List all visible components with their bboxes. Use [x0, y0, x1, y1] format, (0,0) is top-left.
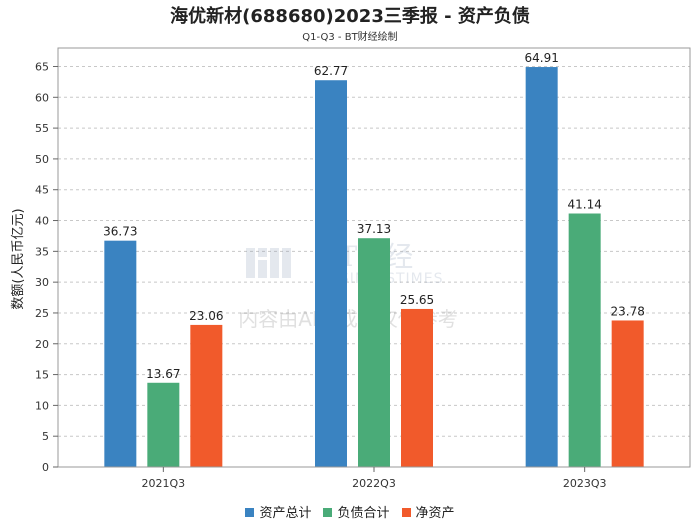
bar-2-0 [190, 324, 223, 467]
bar-0-0 [104, 240, 137, 467]
legend-item-0: 资产总计 [245, 502, 311, 521]
y-tick-label-3: 15 [35, 369, 49, 382]
bar-value-label-1-0: 13.67 [146, 367, 180, 381]
y-tick-label-7: 35 [35, 245, 49, 258]
x-tick-label-1: 2022Q3 [352, 477, 396, 490]
y-tick-label-11: 55 [35, 122, 49, 135]
bar-value-label-0-0: 36.73 [103, 225, 137, 239]
y-tick-label-6: 30 [35, 276, 49, 289]
bar-2-1 [401, 308, 433, 467]
axes: 0 5 10 15 20 25 30 35 40 45 50 55 60 65 2021Q3 2022Q3 20… [35, 47, 691, 490]
legend-label-2: 净资产 [415, 506, 455, 521]
legend-label-0: 资产总计 [259, 506, 312, 521]
legend-swatch-0 [245, 508, 255, 517]
bar-value-label-2-1: 25.65 [400, 293, 434, 307]
y-tick-label-5: 25 [35, 307, 49, 320]
y-tick-label-0: 0 [42, 461, 49, 474]
y-axis-label: 数额(人民币亿元) [11, 208, 26, 309]
y-tick-label-13: 65 [35, 60, 49, 73]
bar-value-label-2-0: 23.06 [189, 309, 223, 323]
y-tick-label-4: 20 [35, 338, 49, 351]
x-tick-label-0: 2021Q3 [142, 477, 186, 490]
y-tick-label-10: 50 [35, 153, 49, 166]
bar-0-2 [525, 67, 558, 467]
legend-swatch-2 [401, 508, 411, 517]
y-tick-label-8: 40 [35, 215, 49, 228]
watermark-logo-icon [246, 248, 291, 278]
bar-0-1 [315, 80, 347, 468]
chart-title: 海优新材(688680)2023三季报 - 资产负债 [170, 6, 530, 27]
bar-value-label-0-1: 62.77 [314, 64, 348, 78]
bar-1-0 [147, 382, 180, 467]
y-tick-label-12: 60 [35, 91, 49, 104]
legend-swatch-1 [323, 508, 333, 517]
bar-2-2 [611, 320, 644, 467]
x-tick-label-2: 2023Q3 [563, 477, 607, 490]
legend-item-2: 净资产 [401, 502, 455, 521]
y-tick-label-2: 10 [35, 399, 49, 412]
legend: 资产总计 负债合计 净资产 [0, 502, 700, 521]
legend-label-1: 负债合计 [337, 506, 390, 521]
bar-1-1 [358, 238, 390, 467]
chart-canvas: BT财经 BUSINESSTIMES 内容由AI生成，仅供参考 36.7313.… [11, 47, 691, 490]
legend-item-1: 负债合计 [323, 502, 390, 521]
bar-value-label-1-2: 41.14 [567, 198, 601, 212]
bar-value-label-2-2: 23.78 [610, 304, 644, 318]
bar-value-label-0-2: 64.91 [524, 51, 558, 65]
bars: 36.73 13.67 23.06 62.77 37.13 25.65 64.91 41.14… [103, 51, 645, 468]
y-tick-label-1: 5 [42, 430, 49, 443]
bar-value-label-1-1: 37.13 [357, 222, 391, 236]
y-tick-label-9: 45 [35, 184, 49, 197]
bar-1-2 [568, 213, 601, 467]
chart-subtitle: Q1-Q3 - BT财经绘制 [302, 32, 398, 43]
